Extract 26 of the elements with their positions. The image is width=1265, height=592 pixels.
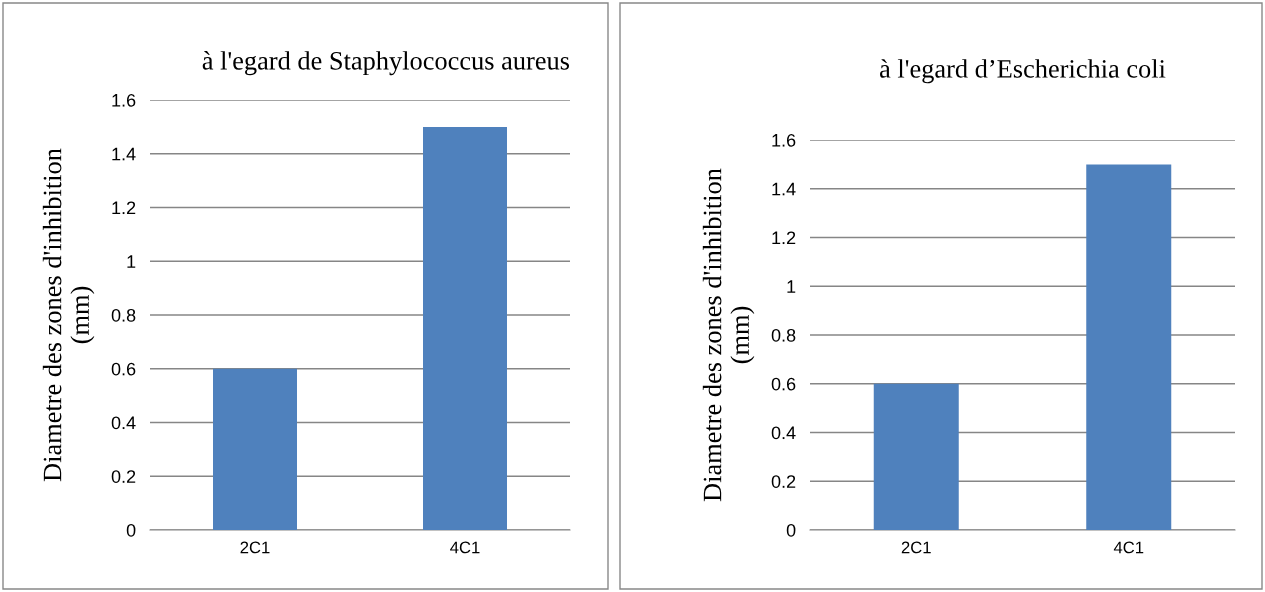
y-tick-label: 0.8	[111, 308, 136, 322]
y-tick-label: 1.4	[112, 147, 136, 161]
y-axis-title: Diametre des zones d'inhibition (mm)	[702, 168, 755, 502]
y-tick-label: 0.4	[111, 416, 136, 430]
y-tick-label: 0	[126, 523, 136, 537]
y-tick-label: 1.2	[112, 201, 136, 215]
y-axis-title: Diametre des zones d'inhibition (mm)	[42, 148, 95, 482]
y-tick-label: 0.6	[771, 377, 796, 391]
chart-title: à l'egard d’Escherichia coli	[880, 59, 1166, 84]
x-tick-label: 2C1	[901, 541, 931, 554]
y-tick-label: 1	[127, 255, 136, 268]
y-tick-label: 0.6	[111, 362, 136, 376]
y-tick-label: 0.8	[771, 328, 796, 342]
y-tick-label: 0	[786, 523, 796, 537]
x-tick-label: 4C1	[450, 541, 480, 554]
x-tick-label: 2C1	[240, 541, 270, 554]
y-tick-label: 1.4	[772, 182, 796, 196]
y-tick-label: 0.2	[771, 475, 796, 488]
chart-title: à l'egard de Staphylococcus aureus	[202, 51, 570, 76]
y-tick-label: 1.2	[772, 231, 796, 245]
y-tick-label: 1.6	[772, 133, 796, 147]
y-tick-label: 1.6	[112, 93, 136, 107]
y-tick-label: 0.4	[771, 426, 796, 440]
y-tick-label: 0.2	[111, 470, 136, 483]
y-tick-label: 1	[787, 280, 796, 293]
x-tick-label: 4C1	[1113, 541, 1144, 554]
